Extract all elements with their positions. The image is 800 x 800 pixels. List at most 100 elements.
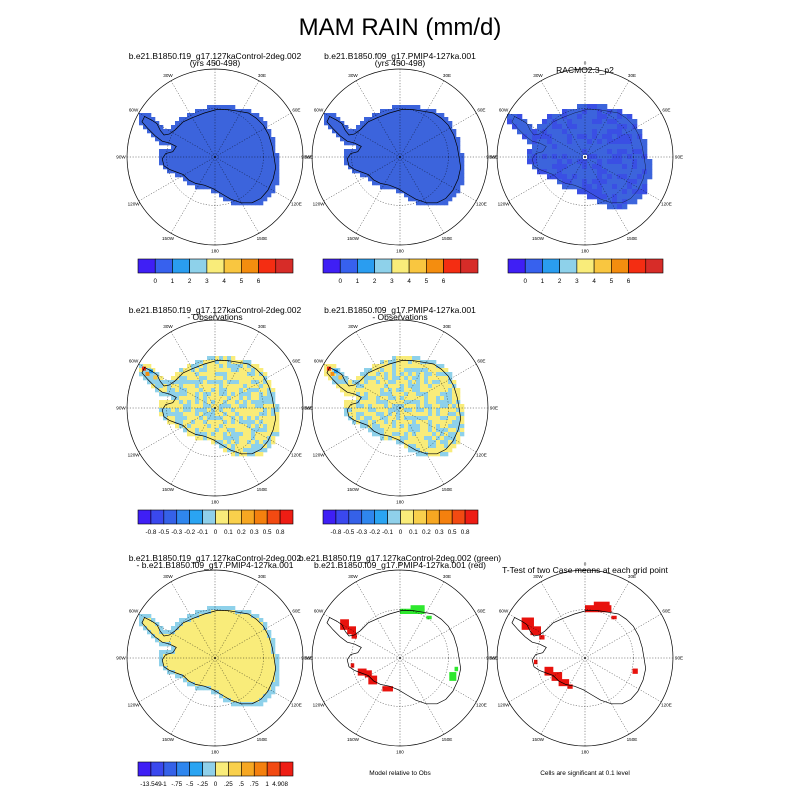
colorbar-tick-label: 0.2	[237, 529, 246, 536]
colorbar-tick-label: 3	[575, 278, 579, 285]
longitude-label: 120E	[661, 202, 672, 207]
longitude-label: 30E	[443, 324, 451, 329]
meridian-gridlines	[497, 570, 673, 746]
antarctica-coastline	[326, 109, 462, 204]
longitude-label: 150W	[347, 236, 360, 241]
longitude-label: 0	[584, 562, 587, 567]
colorbar-tick-label: 0.8	[276, 529, 285, 536]
longitude-label: 0	[214, 61, 217, 66]
longitude-label: 0	[399, 312, 402, 317]
longitude-label: 60W	[314, 108, 324, 113]
colorbar-tick-label: 0.1	[224, 529, 233, 536]
colorbar-tick-label: 3	[205, 278, 209, 285]
colorbar-tick-label: 6	[257, 278, 261, 285]
longitude-label: 90E	[490, 155, 498, 160]
longitude-label: 30E	[258, 574, 266, 579]
longitude-label: 120W	[128, 703, 141, 708]
meridian-gridlines	[312, 69, 488, 245]
longitude-label: 120E	[291, 202, 302, 207]
longitude-label: 150E	[257, 236, 268, 241]
longitude-label: 30W	[533, 574, 543, 579]
longitude-label: 90W	[486, 155, 496, 160]
meridian-gridlines	[127, 320, 303, 496]
longitude-label: 30E	[443, 574, 451, 579]
colorbar-swatch	[228, 761, 242, 777]
longitude-label: 90E	[305, 656, 313, 661]
colorbar-tick-label: 6	[442, 278, 446, 285]
meridian-gridlines	[312, 320, 488, 496]
colorbar-tick-label: 0.1	[409, 529, 418, 536]
longitude-label: 90E	[675, 155, 683, 160]
longitude-label: 150E	[627, 236, 638, 241]
longitude-label: 150W	[162, 236, 175, 241]
longitude-label: 60W	[499, 108, 509, 113]
meridian-gridlines	[497, 69, 673, 245]
panel-title: b.e21.B1850.f09_g17.PMIP4-127ka.001	[324, 51, 476, 61]
colorbar-tick-label: .25	[224, 781, 233, 788]
significance-note: Cells are significant at 0.1 level	[540, 770, 630, 777]
colorbar-tick-label: 0	[214, 529, 218, 536]
significance-red-cells	[521, 601, 638, 689]
antarctica-coastline	[141, 360, 277, 455]
longitude-label: 30W	[533, 73, 543, 78]
longitude-label: 30W	[163, 73, 173, 78]
longitude-label: 30E	[443, 73, 451, 78]
colorbar-swatch	[253, 761, 268, 777]
longitude-label: 120E	[661, 703, 672, 708]
colorbar-tick-label: 4	[592, 278, 596, 285]
colorbar-tick-label: .5	[239, 781, 245, 788]
colorbar-tick-label: 1	[541, 278, 545, 285]
longitude-label: 60W	[129, 359, 139, 364]
longitude-label: 120W	[313, 703, 326, 708]
colorbar-tick-label: 0.3	[435, 529, 444, 536]
longitude-label: 0	[214, 562, 217, 567]
colorbar-swatch	[137, 761, 152, 777]
colorbar-tick-label: 0.5	[448, 529, 457, 536]
colorbar-swatch	[645, 258, 664, 274]
colorbar-tick-label: -.75	[171, 781, 182, 788]
longitude-label: 180	[211, 249, 219, 254]
colorbar-tick-label: 5	[240, 278, 244, 285]
longitude-label: 180	[396, 500, 404, 505]
longitude-label: 120E	[291, 703, 302, 708]
colorbar-swatch	[266, 761, 281, 777]
longitude-label: 150W	[347, 487, 360, 492]
panel-title: b.e21.B1850.f19_g17.127kaControl-2deg.00…	[128, 553, 302, 563]
longitude-label: 90W	[116, 406, 126, 411]
longitude-label: 120W	[498, 703, 511, 708]
longitude-label: 90W	[486, 656, 496, 661]
longitude-label: 0	[399, 61, 402, 66]
colorbar-tick-label: 1	[265, 781, 269, 788]
colorbar-tick-label: 4.908	[272, 781, 288, 788]
colorbar-tick-label: 5	[610, 278, 614, 285]
longitude-label: 150W	[532, 236, 545, 241]
colorbar-tick-label: 0.2	[422, 529, 431, 536]
colorbar-tick-label: 3	[390, 278, 394, 285]
colorbar-tick-label: .75	[250, 781, 259, 788]
colorbar-tick-label: -0.3	[171, 529, 182, 536]
antarctica-coastline	[511, 109, 646, 203]
meridian-gridlines	[127, 69, 303, 245]
longitude-label: 60E	[662, 609, 670, 614]
colorbar-tick-label: 0.3	[250, 529, 259, 536]
colorbar-swatch	[464, 509, 479, 525]
longitude-label: 180	[211, 750, 219, 755]
colorbar-tick-label: -0.8	[145, 529, 156, 536]
longitude-label: 30W	[348, 324, 358, 329]
colorbar-tick-label: 0.8	[461, 529, 470, 536]
longitude-label: 150E	[257, 737, 268, 742]
longitude-label: 120E	[476, 453, 487, 458]
longitude-label: 150E	[257, 487, 268, 492]
colorbar-swatch	[241, 761, 255, 777]
antarctica-coastline	[141, 610, 277, 705]
longitude-label: 180	[396, 249, 404, 254]
